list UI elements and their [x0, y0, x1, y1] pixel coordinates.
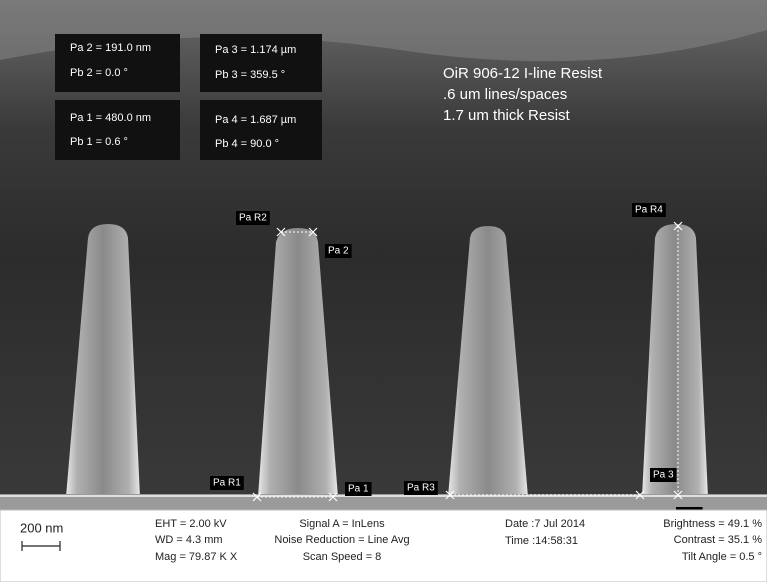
- info-text: Noise Reduction = Line Avg: [274, 534, 409, 546]
- annotation: .6 um lines/spaces: [443, 86, 567, 103]
- info-text: WD = 4.3 mm: [155, 534, 223, 546]
- marker-label: Pa R1: [213, 478, 241, 489]
- measure-text: Pa 1 = 480.0 nm: [70, 112, 151, 124]
- marker-label: Pa R3: [407, 483, 435, 494]
- measure-text: Pa 2 = 191.0 nm: [70, 42, 151, 54]
- marker-label: Pa 2: [328, 246, 349, 257]
- page: {"measurements": [ {"line1": "Pa 2 = 191…: [0, 0, 767, 582]
- marker-label: Pa R2: [239, 213, 267, 224]
- measure-text: Pa 4 = 1.687 µm: [215, 114, 296, 126]
- info-text: Time :14:58:31: [505, 535, 578, 547]
- sem-screenshot: Pa 2 = 191.0 nm Pb 2 = 0.0 ° Pa 3 = 1.17…: [0, 0, 767, 582]
- annotation: 1.7 um thick Resist: [443, 107, 571, 124]
- measure-box: [200, 34, 322, 92]
- info-text: Scan Speed = 8: [303, 551, 382, 563]
- info-text: Signal A = InLens: [299, 518, 385, 530]
- measure-box: [55, 100, 180, 160]
- measure-box: [200, 100, 322, 160]
- measure-text: Pb 1 = 0.6 °: [70, 136, 128, 148]
- info-text: Brightness = 49.1 %: [663, 518, 762, 530]
- marker-label: Pa R4: [635, 205, 663, 216]
- measure-text: Pb 4 = 90.0 °: [215, 138, 279, 150]
- annotation: OiR 906-12 I-line Resist: [443, 65, 603, 82]
- measure-text: Pa 3 = 1.174 µm: [215, 44, 296, 56]
- measure-text: Pb 3 = 359.5 °: [215, 69, 285, 81]
- info-text: EHT = 2.00 kV: [155, 518, 227, 530]
- info-text: Date :7 Jul 2014: [505, 518, 585, 530]
- scale-label: 200 nm: [20, 520, 63, 535]
- info-text: Tilt Angle = 0.5 °: [682, 551, 762, 563]
- measure-text: Pb 2 = 0.0 °: [70, 67, 128, 79]
- info-text: Contrast = 35.1 %: [674, 534, 763, 546]
- marker-label: Pa 1: [348, 484, 369, 495]
- info-text: Mag = 79.87 K X: [155, 551, 238, 563]
- marker-label: Pa 3: [653, 470, 674, 481]
